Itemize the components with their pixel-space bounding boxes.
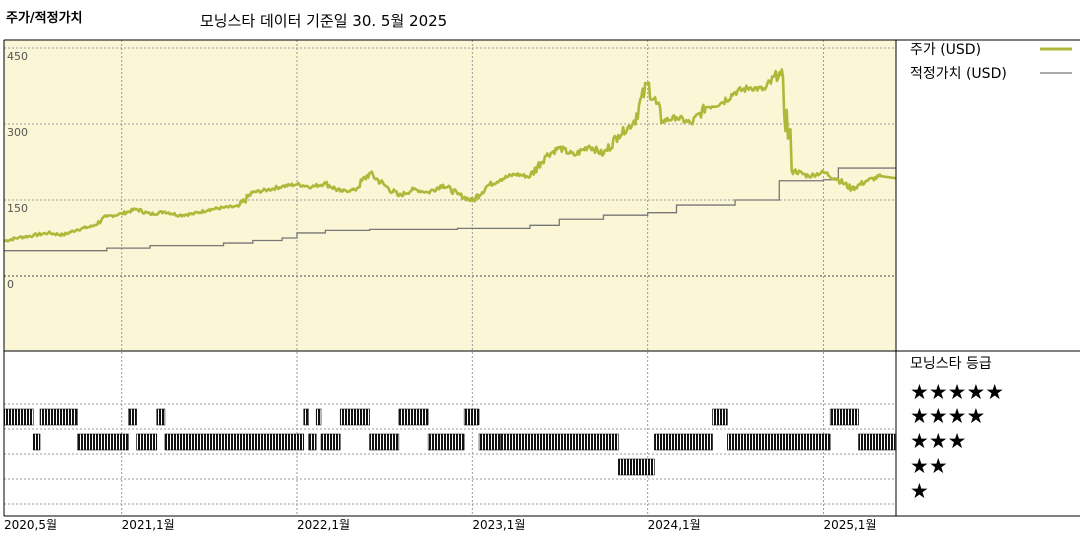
price-plot-background — [4, 40, 896, 351]
chart-title: 주가/적정가치 — [6, 10, 83, 26]
legend: 주가 (USD) 적정가치 (USD) 모닝스타 등급 ★★★★★ ★★★★ ★… — [910, 42, 1072, 503]
rating-bar — [136, 433, 158, 451]
rating-bar — [39, 408, 78, 426]
rating-5-stars: ★★★★★ — [910, 380, 1004, 404]
rating-bars — [3, 408, 896, 476]
rating-bar — [727, 433, 831, 451]
rating-bar — [427, 433, 465, 451]
rating-3-stars: ★★★ — [910, 429, 966, 453]
rating-bar — [618, 458, 655, 476]
rating-bar — [478, 433, 501, 451]
ratings-title: 모닝스타 등급 — [910, 356, 992, 372]
rating-bar — [500, 433, 619, 451]
x-tick-label: 2025,1월 — [823, 518, 876, 532]
x-tick-label: 2024,1월 — [648, 518, 701, 532]
fair-value-series — [4, 167, 896, 252]
rating-2-stars: ★★ — [910, 454, 948, 478]
rating-bar — [3, 408, 34, 426]
legend-price-label: 주가 (USD) — [910, 42, 981, 58]
rating-1-star: ★ — [910, 479, 929, 503]
x-tick-label: 2023,1월 — [472, 518, 525, 532]
rating-bar — [164, 433, 305, 451]
rating-bar — [463, 408, 480, 426]
y-tick-labels: 450 300 150 0 — [7, 50, 28, 291]
x-tick-label: 2021,1월 — [122, 518, 175, 532]
rating-bar — [320, 433, 341, 451]
ratings-plot-background — [4, 351, 896, 516]
chart-subtitle: 모닝스타 데이터 기준일 30. 5월 2025 — [200, 12, 447, 30]
price-line — [3, 68, 897, 243]
rating-bar — [398, 408, 429, 426]
y-tick-label: 0 — [7, 278, 14, 291]
rating-bar — [33, 433, 41, 451]
legend-fair-value-label: 적정가치 (USD) — [910, 66, 1007, 82]
rating-bar — [128, 408, 137, 426]
x-tick-labels: 2020,5월 2021,1월 2022,1월 2023,1월 2024,1월 2025,… — [4, 518, 876, 532]
rating-bar — [156, 408, 166, 426]
rating-bar — [654, 433, 713, 451]
rating-4-stars: ★★★★ — [910, 404, 985, 428]
y-tick-label: 450 — [7, 50, 28, 63]
rating-bar — [303, 408, 309, 426]
rating-bar — [315, 408, 322, 426]
x-tick-label: 2022,1월 — [297, 518, 350, 532]
fair-value-line — [4, 167, 896, 252]
y-tick-label: 300 — [7, 126, 28, 139]
rating-bar — [369, 433, 400, 451]
rating-bar — [712, 408, 728, 426]
x-tick-label: 2020,5월 — [4, 518, 57, 532]
rating-bar — [77, 433, 129, 451]
grid-layer — [4, 40, 896, 516]
y-tick-label: 150 — [7, 202, 28, 215]
rating-bar — [829, 408, 859, 426]
rating-bar — [339, 408, 370, 426]
rating-bar — [858, 433, 896, 451]
price-series — [3, 68, 897, 243]
rating-bar — [308, 433, 317, 451]
